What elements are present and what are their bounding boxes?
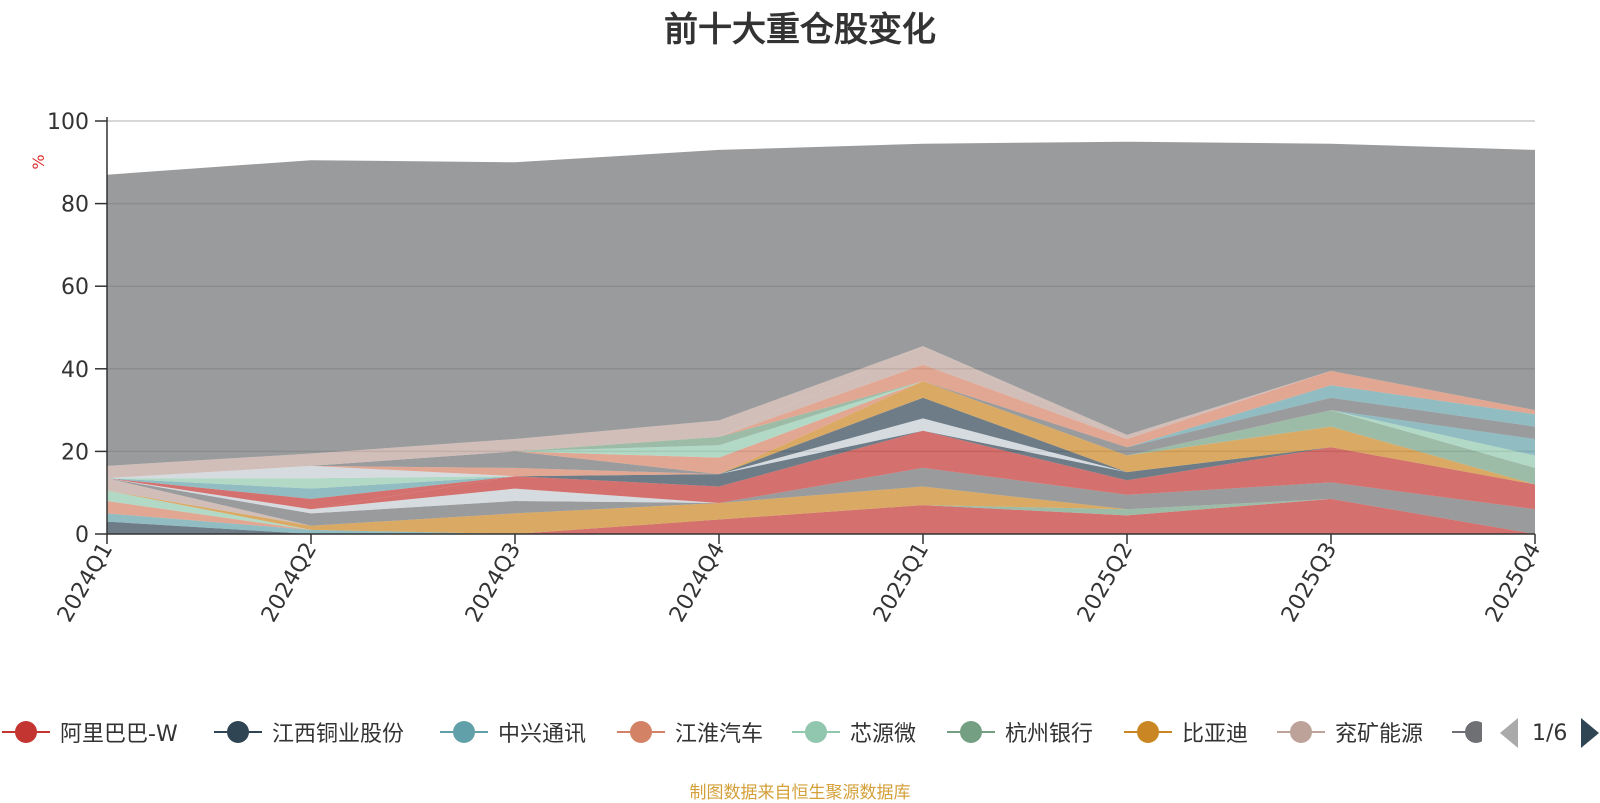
chart-area: 0 20 40 60 80 100 2024Q1 2024Q2 2024Q3 2024Q4 2025… xyxy=(29,110,1546,627)
chart-title: 前十大重仓股变化 xyxy=(664,10,936,50)
x-tick-label: 2025Q1 xyxy=(869,539,934,627)
area-series-34[interactable] xyxy=(107,141,1535,466)
legend: 阿里巴巴-W 江西铜业股份 中兴通讯 江淮汽车 芯源微 杭州银行 比亚迪 兖矿能源 xyxy=(0,712,1600,752)
x-tick-label: 2024Q1 xyxy=(53,539,118,627)
legend-marker-icon xyxy=(0,718,52,746)
legend-item[interactable]: 江淮汽车 xyxy=(615,712,763,752)
legend-label: 阿里巴巴-W xyxy=(60,722,178,747)
y-tick-label: 60 xyxy=(61,275,89,300)
x-tick-label: 2025Q4 xyxy=(1481,539,1546,627)
area-series-6[interactable] xyxy=(107,486,1535,535)
legend-item[interactable]: 杭州银行 xyxy=(945,712,1093,752)
source-note: 制图数据来自恒生聚源数据库 xyxy=(689,783,911,803)
legend-marker-icon xyxy=(945,718,997,746)
area-series-10[interactable] xyxy=(107,430,1535,510)
legend-label: 芯源微 xyxy=(850,722,917,747)
legend-marker-icon xyxy=(615,718,667,746)
area-series-33[interactable] xyxy=(107,346,1535,479)
y-axis-unit: % xyxy=(29,154,48,169)
area-series-0[interactable] xyxy=(107,498,1535,534)
legend-marker-icon xyxy=(790,718,842,746)
area-series-9[interactable] xyxy=(107,467,1535,514)
y-tick-label: 0 xyxy=(75,523,89,548)
area-series-14[interactable] xyxy=(107,381,1535,510)
y-tick-label: 100 xyxy=(47,110,89,135)
legend-marker-icon xyxy=(1275,718,1327,746)
legend-label: 比亚迪 xyxy=(1182,722,1249,747)
legend-label: 杭州银行 xyxy=(1005,722,1094,747)
legend-prev-button[interactable] xyxy=(1500,718,1518,748)
legend-item[interactable]: 江西铜业股份 xyxy=(212,712,404,752)
legend-label: 江淮汽车 xyxy=(675,722,764,747)
legend-item[interactable]: 阿里巴巴-W xyxy=(0,712,178,752)
y-tick-label: 80 xyxy=(61,193,89,218)
legend-next-button[interactable] xyxy=(1581,718,1600,748)
area-series-8[interactable] xyxy=(107,467,1535,534)
legend-marker-icon xyxy=(438,718,490,746)
legend-page-indicator: 1/6 xyxy=(1532,720,1568,746)
legend-pager: 1/6 xyxy=(1500,716,1600,750)
legend-item[interactable] xyxy=(1450,712,1482,752)
legend-marker-icon xyxy=(212,718,264,746)
legend-item[interactable]: 兖矿能源 xyxy=(1275,712,1423,752)
y-tick-label: 20 xyxy=(61,440,89,465)
legend-label: 兖矿能源 xyxy=(1335,722,1424,747)
legend-marker-icon xyxy=(1122,718,1174,746)
legend-marker-icon xyxy=(1450,718,1482,746)
legend-label: 江西铜业股份 xyxy=(272,722,405,747)
area-series-18[interactable] xyxy=(107,381,1535,510)
x-tick-label: 2024Q3 xyxy=(461,539,526,627)
y-tick-label: 40 xyxy=(61,358,89,383)
legend-item[interactable]: 芯源微 xyxy=(790,712,916,752)
legend-item[interactable]: 中兴通讯 xyxy=(438,712,586,752)
legend-item[interactable]: 比亚迪 xyxy=(1122,712,1248,752)
x-tick-label: 2025Q3 xyxy=(1277,539,1342,627)
area-series-1[interactable] xyxy=(107,498,1535,534)
area-series xyxy=(107,141,1535,535)
x-tick-label: 2024Q4 xyxy=(665,539,730,627)
area-series-19[interactable] xyxy=(107,381,1535,499)
legend-label: 中兴通讯 xyxy=(498,722,587,747)
x-tick-label: 2024Q2 xyxy=(257,539,322,627)
x-tick-label: 2025Q2 xyxy=(1073,539,1138,627)
